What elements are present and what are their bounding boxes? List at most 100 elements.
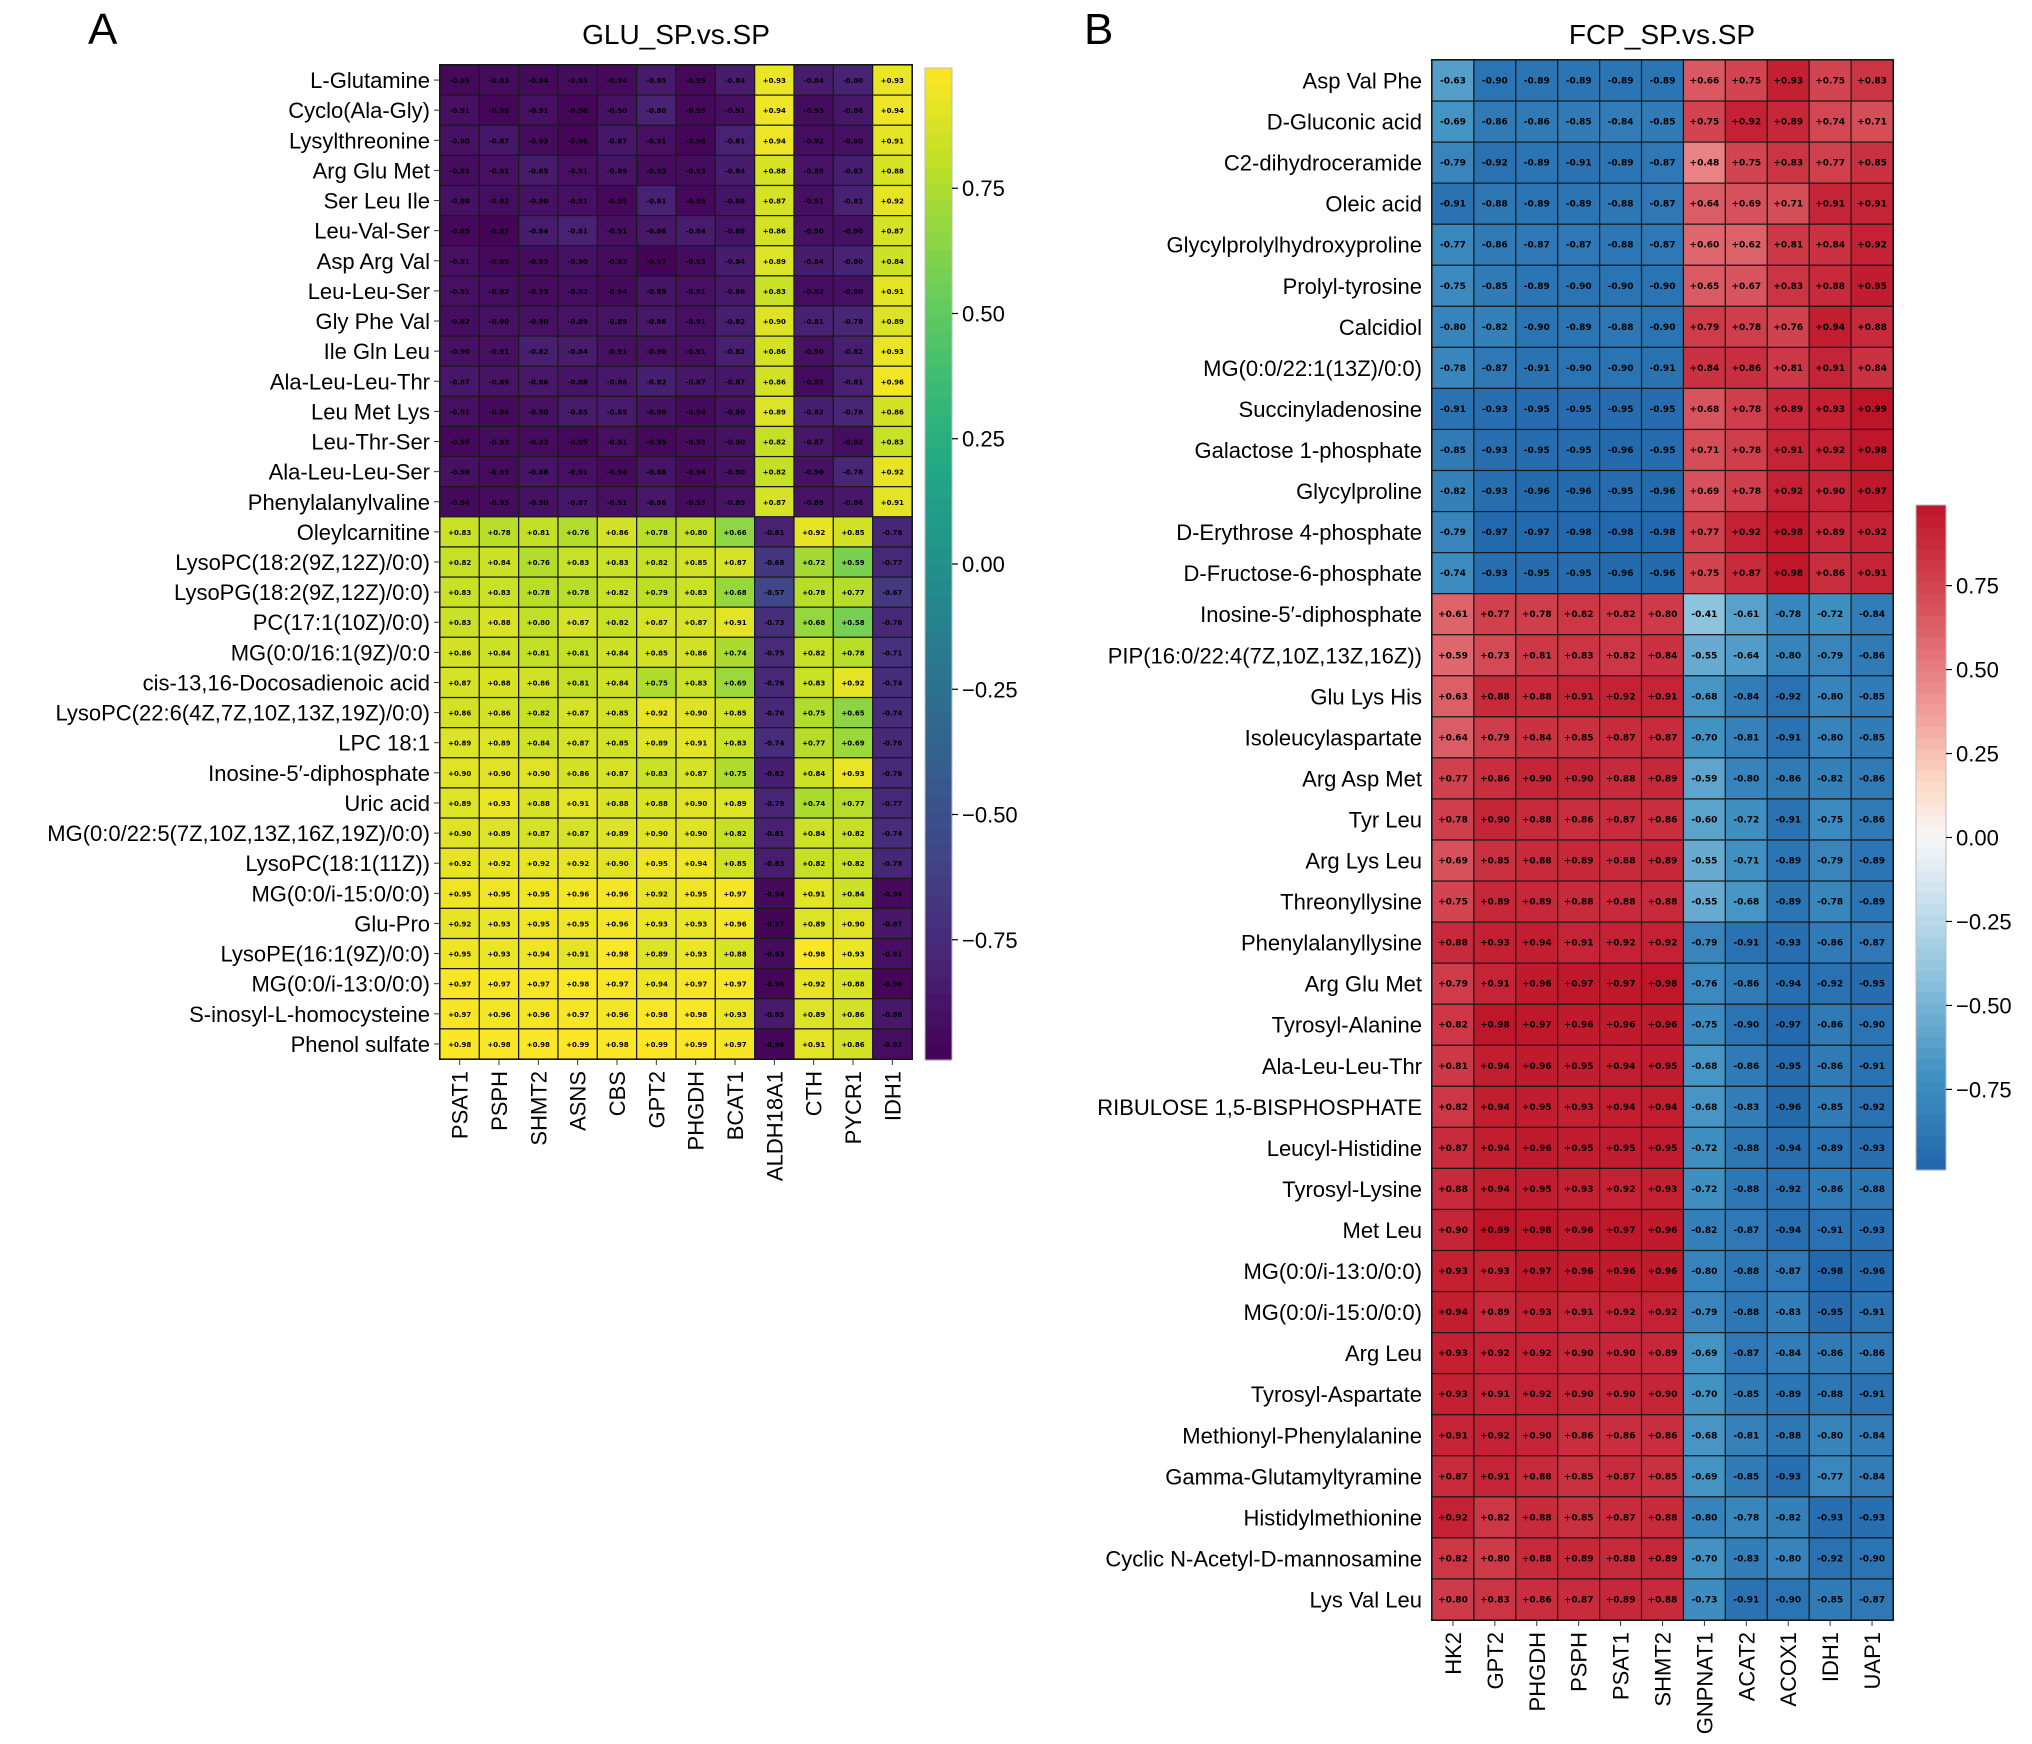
- cell-value-label: +0.87: [566, 619, 589, 627]
- cell-value-label: +0.97: [723, 890, 746, 898]
- heatmap-cell: -0.91: [1515, 346, 1559, 390]
- heatmap-cell-rect: [1640, 962, 1685, 1005]
- cell-value-label: -0.73: [1691, 1595, 1717, 1605]
- cell-value-label: +0.81: [527, 649, 550, 657]
- cell-value-label: -0.80: [1691, 1513, 1717, 1523]
- heatmap-cell-rect: [1724, 798, 1768, 841]
- cell-value-label: +0.82: [645, 559, 668, 567]
- colorbar-segment: [1916, 748, 1946, 761]
- heatmap-cell: -0.88: [714, 215, 756, 247]
- heatmap-cell-rect: [596, 666, 638, 699]
- colorbar-segment: [925, 878, 952, 896]
- heatmap-cell: +0.90: [754, 305, 795, 337]
- heatmap-cell: +0.92: [1599, 1290, 1643, 1334]
- row-label: Phenylalanylvaline: [248, 490, 430, 515]
- heatmap-cell: +0.89: [478, 817, 520, 849]
- heatmap-cell: +0.86: [1808, 552, 1852, 595]
- row-label: Glu-Pro: [354, 911, 430, 936]
- row-label: L-Glutamine: [310, 68, 430, 93]
- heatmap-cell-rect: [832, 727, 874, 759]
- cell-value-label: -0.85: [1817, 1103, 1843, 1113]
- heatmap-cell-rect: [1431, 182, 1475, 225]
- colorbar-segment: [1916, 793, 1946, 805]
- cell-value-label: -0.86: [843, 107, 863, 115]
- cell-value-label: -0.81: [1733, 733, 1759, 743]
- cell-value-label: +0.79: [1438, 980, 1468, 990]
- heatmap-cell: -0.96: [1557, 469, 1601, 513]
- heatmap-cell-rect: [1766, 305, 1810, 348]
- cell-value-label: -0.93: [489, 469, 509, 477]
- cell-value-label: +0.86: [1564, 815, 1594, 825]
- cell-value-label: +0.94: [1606, 1062, 1636, 1072]
- heatmap-cell: -0.92: [1473, 141, 1517, 184]
- cell-value-label: +0.99: [1857, 405, 1887, 415]
- heatmap-cell: -0.80: [1431, 305, 1475, 348]
- cell-value-label: +0.89: [802, 920, 825, 928]
- cell-value-label: +0.71: [1857, 118, 1887, 128]
- cell-value-label: +0.75: [1815, 77, 1845, 87]
- heatmap-cell-rect: [1515, 346, 1559, 390]
- colorbar-segment: [1916, 527, 1946, 539]
- column-label: PHGDH: [1525, 1632, 1550, 1711]
- cell-value-label: +0.89: [723, 800, 746, 808]
- cell-value-label: -0.93: [686, 439, 706, 447]
- colorbar-segment: [925, 464, 952, 482]
- heatmap-cell: +0.89: [714, 787, 756, 819]
- heatmap-cell: -0.92: [793, 124, 834, 156]
- cell-value-label: -0.96: [1859, 1267, 1885, 1277]
- heatmap-cell: +0.77: [1473, 593, 1517, 636]
- colorbar-segment: [1916, 1014, 1946, 1027]
- colorbar-segment: [1916, 538, 1946, 550]
- cell-value-label: -0.79: [1817, 651, 1843, 661]
- heatmap-cell: +0.92: [1640, 1290, 1685, 1334]
- cell-value-label: +0.88: [645, 800, 668, 808]
- cell-value-label: -0.94: [686, 469, 706, 477]
- heatmap-cell-rect: [1850, 182, 1894, 225]
- heatmap-cell: +0.93: [872, 335, 913, 367]
- heatmap-cell: +0.83: [439, 576, 480, 608]
- heatmap-cell-rect: [1515, 469, 1559, 513]
- colorbar-segment: [925, 663, 952, 681]
- heatmap-cell: +0.86: [832, 998, 874, 1030]
- heatmap-cell: +0.85: [1557, 716, 1601, 759]
- heatmap-cell: -0.95: [1557, 387, 1601, 431]
- heatmap-cell: +0.91: [1850, 552, 1894, 595]
- heatmap-cell: -0.93: [793, 94, 834, 126]
- colorbar-segment: [1916, 560, 1946, 573]
- cell-value-label: -0.93: [1482, 446, 1508, 456]
- heatmap-cell: +0.71: [1766, 182, 1810, 225]
- heatmap-cell-rect: [1431, 1208, 1475, 1252]
- heatmap-cell: +0.93: [1766, 59, 1810, 102]
- heatmap-cell: +0.90: [1557, 757, 1601, 800]
- row-label: LysoPE(16:1(9Z)/0:0): [221, 942, 431, 967]
- heatmap-cell: +0.93: [478, 937, 520, 970]
- cell-value-label: -0.89: [1859, 898, 1885, 908]
- heatmap-cell: +0.75: [1724, 59, 1768, 102]
- heatmap-cell: -0.85: [1724, 1373, 1768, 1416]
- heatmap-cell: -0.89: [1515, 141, 1559, 184]
- heatmap-cell: -0.88: [1473, 182, 1517, 225]
- heatmap-cell: +0.92: [1599, 675, 1643, 718]
- heatmap-cell: +0.98: [439, 1028, 480, 1060]
- heatmap-cell-rect: [518, 184, 559, 217]
- heatmap-cell: +0.48: [1682, 141, 1726, 184]
- cell-value-label: -0.82: [725, 348, 745, 356]
- heatmap-cell: +0.92: [1850, 510, 1894, 554]
- heatmap-cell: +0.90: [439, 757, 480, 789]
- cell-value-label: -0.86: [1817, 1062, 1843, 1072]
- heatmap-cell: +0.88: [832, 968, 874, 1000]
- heatmap-cell: +0.96: [1640, 1003, 1685, 1046]
- cell-value-label: +0.93: [1438, 1267, 1468, 1277]
- heatmap-cell-rect: [1850, 962, 1894, 1005]
- colorbar-segment: [925, 1010, 952, 1028]
- heatmap-cell: -0.64: [1724, 634, 1768, 677]
- heatmap-cell: +0.58: [832, 606, 874, 638]
- heatmap-cell-rect: [518, 305, 559, 337]
- heatmap-cell: -0.79: [1682, 1290, 1726, 1334]
- heatmap-cell-rect: [478, 907, 520, 940]
- cell-value-label: -0.91: [450, 107, 470, 115]
- heatmap-cell-rect: [1808, 1578, 1852, 1621]
- heatmap-cell: -0.86: [1808, 921, 1852, 964]
- heatmap-cell-rect: [1682, 141, 1726, 184]
- heatmap-cell: -0.95: [1808, 1290, 1852, 1334]
